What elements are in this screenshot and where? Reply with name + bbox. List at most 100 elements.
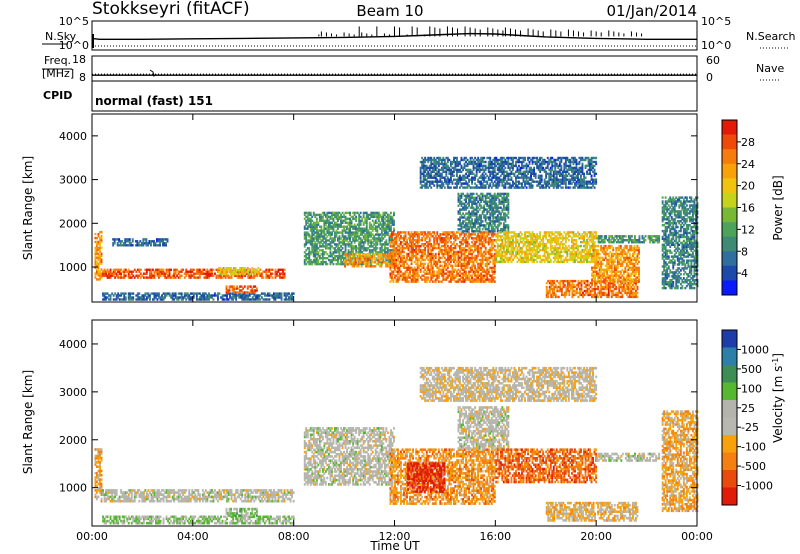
heatmap-cell	[248, 269, 251, 272]
heatmap-cell	[413, 244, 416, 248]
heatmap-cell	[335, 233, 338, 236]
heatmap-cell	[465, 208, 467, 211]
heatmap-cell	[502, 192, 505, 196]
heatmap-cell	[380, 253, 383, 256]
heatmap-cell	[395, 235, 398, 238]
heatmap-cell	[370, 227, 373, 230]
heatmap-cell	[215, 276, 218, 279]
heatmap-cell	[569, 258, 572, 262]
heatmap-cell	[580, 237, 582, 240]
heatmap-cell	[160, 240, 163, 243]
heatmap-cell	[371, 219, 374, 222]
heatmap-cell	[475, 280, 478, 283]
heatmap-cell	[395, 260, 398, 264]
heatmap-cell	[436, 260, 439, 264]
heatmap-cell	[487, 226, 490, 229]
heatmap-cell	[386, 243, 389, 246]
heatmap-cell	[96, 244, 98, 248]
heatmap-cell	[367, 233, 370, 236]
heatmap-cell	[163, 244, 166, 247]
heatmap-cell	[478, 239, 481, 242]
heatmap-cell	[364, 247, 367, 250]
heatmap-cell	[201, 292, 204, 295]
heatmap-cell	[575, 246, 578, 250]
heatmap-cell	[412, 252, 414, 256]
heatmap-cell	[355, 251, 358, 254]
heatmap-cell	[437, 256, 440, 260]
heatmap-cell	[469, 252, 472, 256]
heatmap-cell	[372, 265, 375, 268]
heatmap-cell	[403, 237, 405, 240]
heatmap-cell	[197, 276, 200, 279]
heatmap-cell	[400, 231, 402, 234]
heatmap-cell	[153, 296, 156, 299]
heatmap-cell	[326, 211, 329, 215]
heatmap-cell	[320, 231, 323, 234]
heatmap-cell	[531, 250, 534, 254]
heatmap-cell	[337, 251, 339, 254]
heatmap-cell	[365, 253, 368, 256]
heatmap-cell	[489, 202, 492, 205]
heatmap-cell	[276, 296, 278, 299]
heatmap-cell	[475, 258, 478, 262]
heatmap-cell	[421, 239, 424, 242]
heatmap-cell	[391, 254, 393, 258]
heatmap-cell	[428, 254, 431, 258]
heatmap-cell	[430, 276, 433, 279]
heatmap-cell	[552, 248, 555, 252]
heatmap-cell	[516, 239, 519, 242]
heatmap-cell	[380, 249, 383, 252]
heatmap-cell	[153, 270, 156, 273]
heatmap-cell	[365, 259, 368, 262]
heatmap-cell	[173, 276, 176, 279]
heatmap-cell	[332, 251, 335, 254]
heatmap-cell	[588, 291, 590, 295]
heatmap-cell	[480, 254, 483, 258]
heatmap-cell	[371, 259, 374, 262]
heatmap-cell	[563, 293, 566, 297]
heatmap-cell	[480, 200, 483, 203]
heatmap-cell	[437, 246, 440, 250]
heatmap-cell	[569, 252, 572, 256]
heatmap-cell	[543, 244, 546, 248]
heatmap-cell	[459, 228, 461, 231]
heatmap-cell	[226, 270, 228, 273]
heatmap-cell	[238, 274, 241, 277]
heatmap-cell	[585, 289, 587, 293]
heatmap-cell	[387, 257, 390, 260]
heatmap-cell	[102, 294, 104, 297]
heatmap-cell	[530, 241, 532, 244]
heatmap-cell	[492, 254, 495, 258]
heatmap-cell	[266, 276, 269, 279]
heatmap-cell	[144, 294, 147, 297]
heatmap-cell	[173, 294, 176, 297]
heatmap-cell	[246, 285, 249, 288]
heatmap-cell	[425, 272, 428, 275]
heatmap-cell	[373, 221, 376, 224]
heatmap-cell	[490, 233, 493, 236]
heatmap-cell	[474, 233, 477, 236]
heatmap-cell	[270, 268, 272, 271]
heatmap-cell	[320, 239, 323, 242]
heatmap-cell	[152, 274, 154, 277]
heatmap-cell	[373, 239, 376, 242]
heatmap-cell	[130, 298, 133, 301]
heatmap-cell	[524, 233, 526, 236]
heatmap-cell	[582, 295, 584, 299]
heatmap-cell	[383, 249, 386, 252]
heatmap-cell	[566, 287, 569, 291]
heatmap-cell	[354, 259, 357, 262]
heatmap-cell	[277, 294, 280, 297]
heatmap-cell	[208, 294, 210, 297]
heatmap-cell	[498, 194, 501, 198]
heatmap-cell	[507, 194, 510, 198]
heatmap-cell	[232, 294, 235, 297]
heatmap-cell	[462, 264, 464, 267]
heatmap-cell	[389, 241, 392, 244]
heatmap-cell	[242, 294, 245, 297]
heatmap-cell	[324, 243, 327, 246]
heatmap-cell	[457, 278, 460, 281]
heatmap-cell	[422, 278, 425, 281]
heatmap-cell	[347, 221, 350, 224]
heatmap-cell	[501, 243, 504, 246]
